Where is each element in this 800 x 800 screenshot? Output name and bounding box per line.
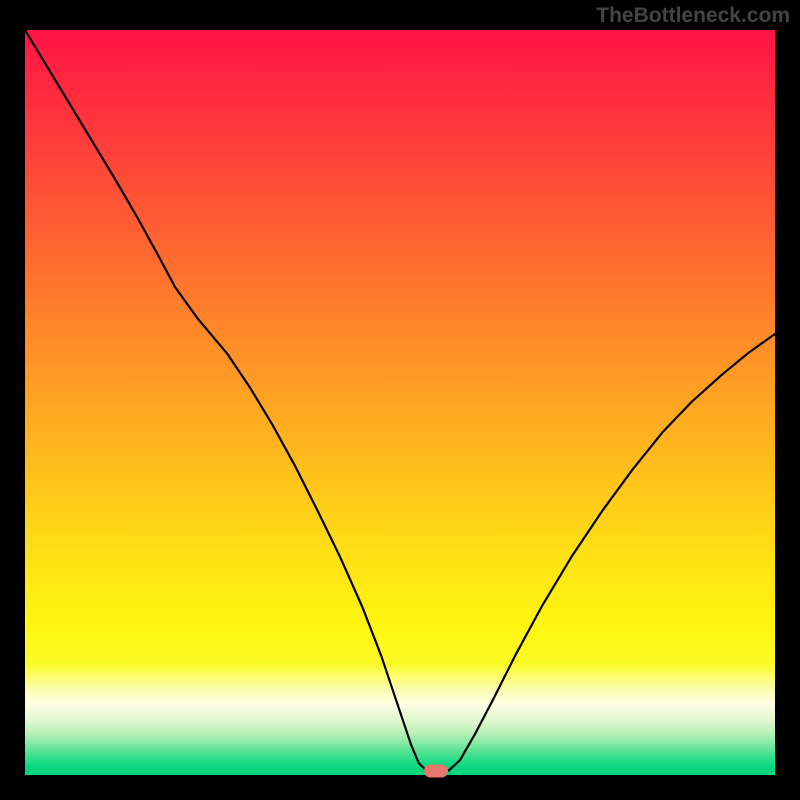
optimal-point-marker xyxy=(424,764,448,777)
chart-background-gradient xyxy=(25,30,775,775)
attribution-label: TheBottleneck.com xyxy=(596,4,790,28)
chart-plot-area xyxy=(25,30,775,775)
